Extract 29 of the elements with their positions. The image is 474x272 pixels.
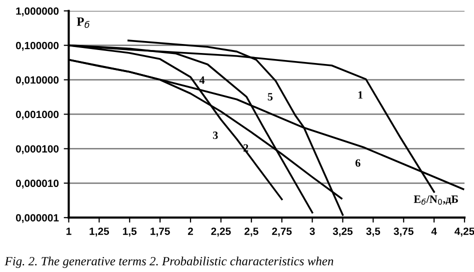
annotation: 5 <box>268 93 273 100</box>
y-tick-label: 0,100000 <box>16 42 59 51</box>
x-tick-label: 3,25 <box>332 228 353 236</box>
x-tick-label: 2,75 <box>272 228 292 236</box>
x-tick-label: 1,75 <box>150 228 170 236</box>
annotation: 3 <box>213 132 218 140</box>
x-tick-label: 2,25 <box>211 228 231 236</box>
x-tick-label: 2 <box>188 228 193 235</box>
annotation: 4 <box>199 76 205 84</box>
y-axis-title: P$_{б}$ <box>76 18 90 28</box>
x-tick-label: 2,5 <box>244 228 258 236</box>
y-tick-label: 1,000000 <box>16 7 59 16</box>
x-axis-title: E$_{б}$/N$_{0}$,дБ <box>414 195 458 205</box>
x-tick-label: 3 <box>310 228 315 235</box>
x-tick-label: 4,25 <box>454 228 474 236</box>
y-tick-label: 0,000001 <box>16 214 59 223</box>
y-tick-label: 0,001000 <box>16 110 59 120</box>
annotation: 6 <box>355 159 360 167</box>
x-tick-label: 4 <box>431 228 437 235</box>
annotation: 1 <box>358 91 363 99</box>
x-tick-label: 3,5 <box>366 228 380 236</box>
x-tick-label: 1 <box>66 228 72 235</box>
x-tick-label: 1,25 <box>90 228 110 236</box>
x-tick-label: 1,5 <box>123 228 137 236</box>
y-tick-label: 0,000010 <box>16 180 59 189</box>
y-tick-label: 0,000100 <box>16 145 59 154</box>
y-tick-label: 0,010000 <box>16 76 59 86</box>
x-tick-label: 3,75 <box>394 228 414 236</box>
caption: Fig. 2. The generative terms 2. Probabilistic characteristics when <box>4 256 334 268</box>
